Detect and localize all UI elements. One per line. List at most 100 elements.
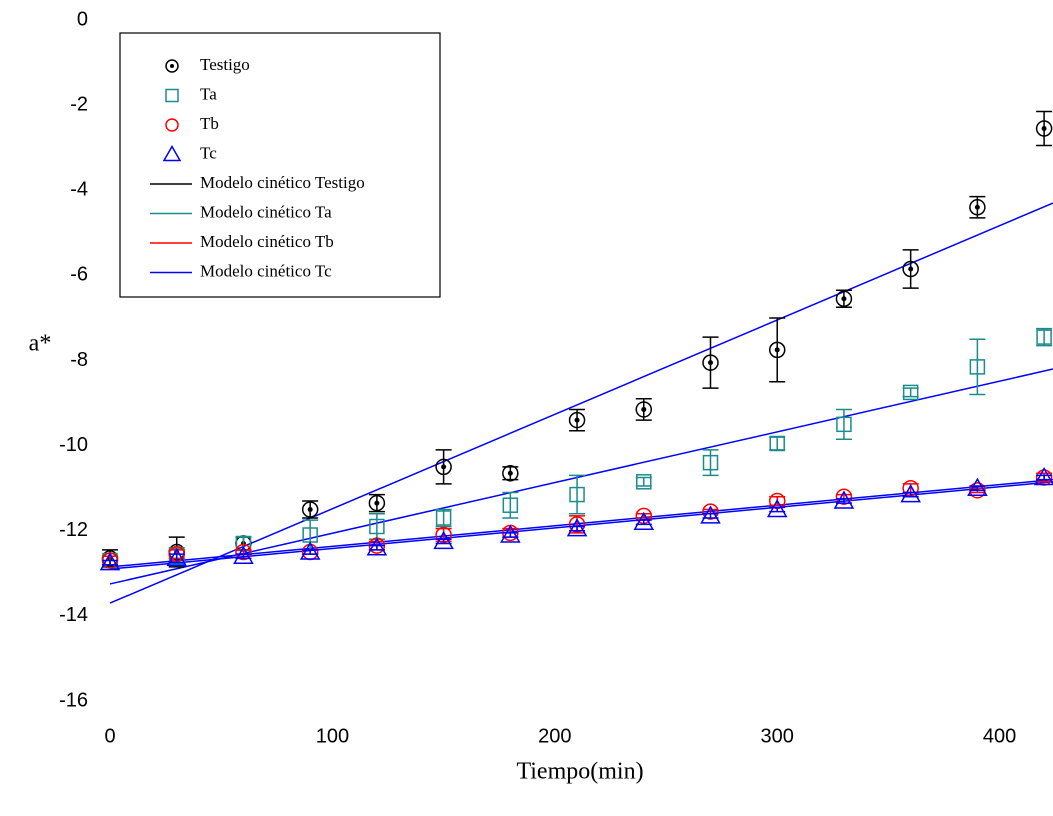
- marker: [369, 518, 385, 535]
- marker: [967, 477, 988, 496]
- error-bar: [502, 491, 519, 519]
- error-bar: [969, 485, 986, 492]
- data-point: [566, 518, 588, 537]
- marker: [435, 458, 452, 476]
- marker: [969, 359, 986, 375]
- error-bar: [368, 544, 385, 551]
- error-bar: [235, 553, 252, 560]
- marker: [636, 474, 652, 490]
- data-point: [368, 512, 385, 541]
- y-tick-label: -12: [59, 519, 88, 541]
- legend: Testigo Ta Tb Tc Modelo cinético Testigo Mode…: [119, 32, 441, 298]
- marker: [835, 290, 853, 308]
- data-point: [635, 474, 652, 490]
- data-point: [302, 519, 319, 551]
- marker: [233, 545, 254, 565]
- marker: [902, 260, 919, 278]
- marker: [435, 510, 452, 526]
- marker: [568, 411, 586, 429]
- marker: [700, 505, 721, 524]
- y-tick-label: -10: [59, 434, 88, 456]
- data-point: [433, 530, 454, 550]
- y-tick-label: -8: [70, 349, 88, 371]
- marker: [502, 465, 519, 482]
- data-point: [833, 490, 855, 509]
- x-tick-label: 400: [983, 725, 1016, 747]
- marker: [702, 503, 719, 520]
- data-point: [702, 449, 719, 477]
- x-tick-label: 300: [761, 725, 794, 747]
- error-bar: [1036, 327, 1053, 347]
- marker-dot: [507, 470, 513, 476]
- marker: [835, 488, 853, 505]
- legend-label: Modelo cinético Tc: [200, 261, 332, 280]
- data-point: [635, 398, 653, 421]
- error-bar: [368, 512, 385, 541]
- marker: [235, 543, 252, 561]
- marker: [568, 516, 586, 533]
- marker-dot: [774, 347, 780, 353]
- error-bar: [635, 519, 652, 526]
- marker: [99, 552, 121, 571]
- error-bar: [502, 532, 519, 538]
- data-point: [967, 477, 988, 496]
- error-bar: [702, 449, 719, 477]
- y-tick-label: -2: [70, 93, 88, 115]
- marker: [569, 486, 585, 503]
- marker-dot: [707, 360, 713, 366]
- y-tick-label: -14: [59, 604, 88, 626]
- marker: [500, 524, 521, 543]
- error-bar: [702, 512, 719, 519]
- legend-marker: [162, 144, 182, 162]
- data-point: [299, 541, 321, 560]
- legend-marker: [165, 88, 179, 103]
- legend-marker-dot: [170, 64, 174, 68]
- marker: [166, 547, 188, 567]
- error-bar: [302, 519, 319, 551]
- marker-dot: [974, 204, 980, 210]
- legend-label: Ta: [200, 84, 217, 103]
- data-point: [366, 537, 388, 556]
- legend-label: Tc: [200, 143, 217, 162]
- data-point: [435, 508, 452, 528]
- error-bar: [769, 506, 786, 513]
- data-point: [633, 511, 655, 530]
- marker: [1035, 120, 1053, 137]
- data-point: [700, 505, 721, 524]
- data-point: [969, 195, 986, 219]
- error-bar: [569, 525, 586, 532]
- data-point: [568, 408, 586, 432]
- fit-line: [109, 478, 1053, 568]
- data-point: [569, 474, 586, 515]
- data-point: [702, 503, 719, 520]
- fit-line: [109, 481, 1053, 570]
- data-point: [835, 408, 852, 440]
- marker-dot: [374, 500, 380, 506]
- error-bar: [102, 559, 118, 566]
- error-bar: [969, 338, 986, 396]
- error-bar: [769, 436, 786, 451]
- error-bar: [835, 408, 852, 440]
- legend-marker: [165, 59, 179, 73]
- error-bar: [1036, 474, 1053, 481]
- marker: [902, 384, 919, 401]
- marker: [768, 341, 786, 359]
- data-point: [233, 545, 254, 565]
- marker: [301, 501, 319, 518]
- marker: [299, 541, 321, 560]
- data-point: [702, 336, 719, 389]
- x-tick-label: 100: [316, 725, 349, 747]
- error-bar: [835, 498, 852, 504]
- fit-line: [109, 202, 1053, 604]
- legend-box: [119, 32, 441, 298]
- data-point: [902, 249, 919, 289]
- legend-label: Modelo cinético Testigo: [200, 173, 365, 192]
- marker: [635, 401, 653, 418]
- marker: [702, 354, 719, 371]
- data-point: [435, 449, 452, 485]
- data-point: [500, 524, 521, 543]
- marker: [702, 454, 719, 471]
- x-tick-label: 200: [538, 725, 571, 747]
- error-bar: [435, 508, 452, 528]
